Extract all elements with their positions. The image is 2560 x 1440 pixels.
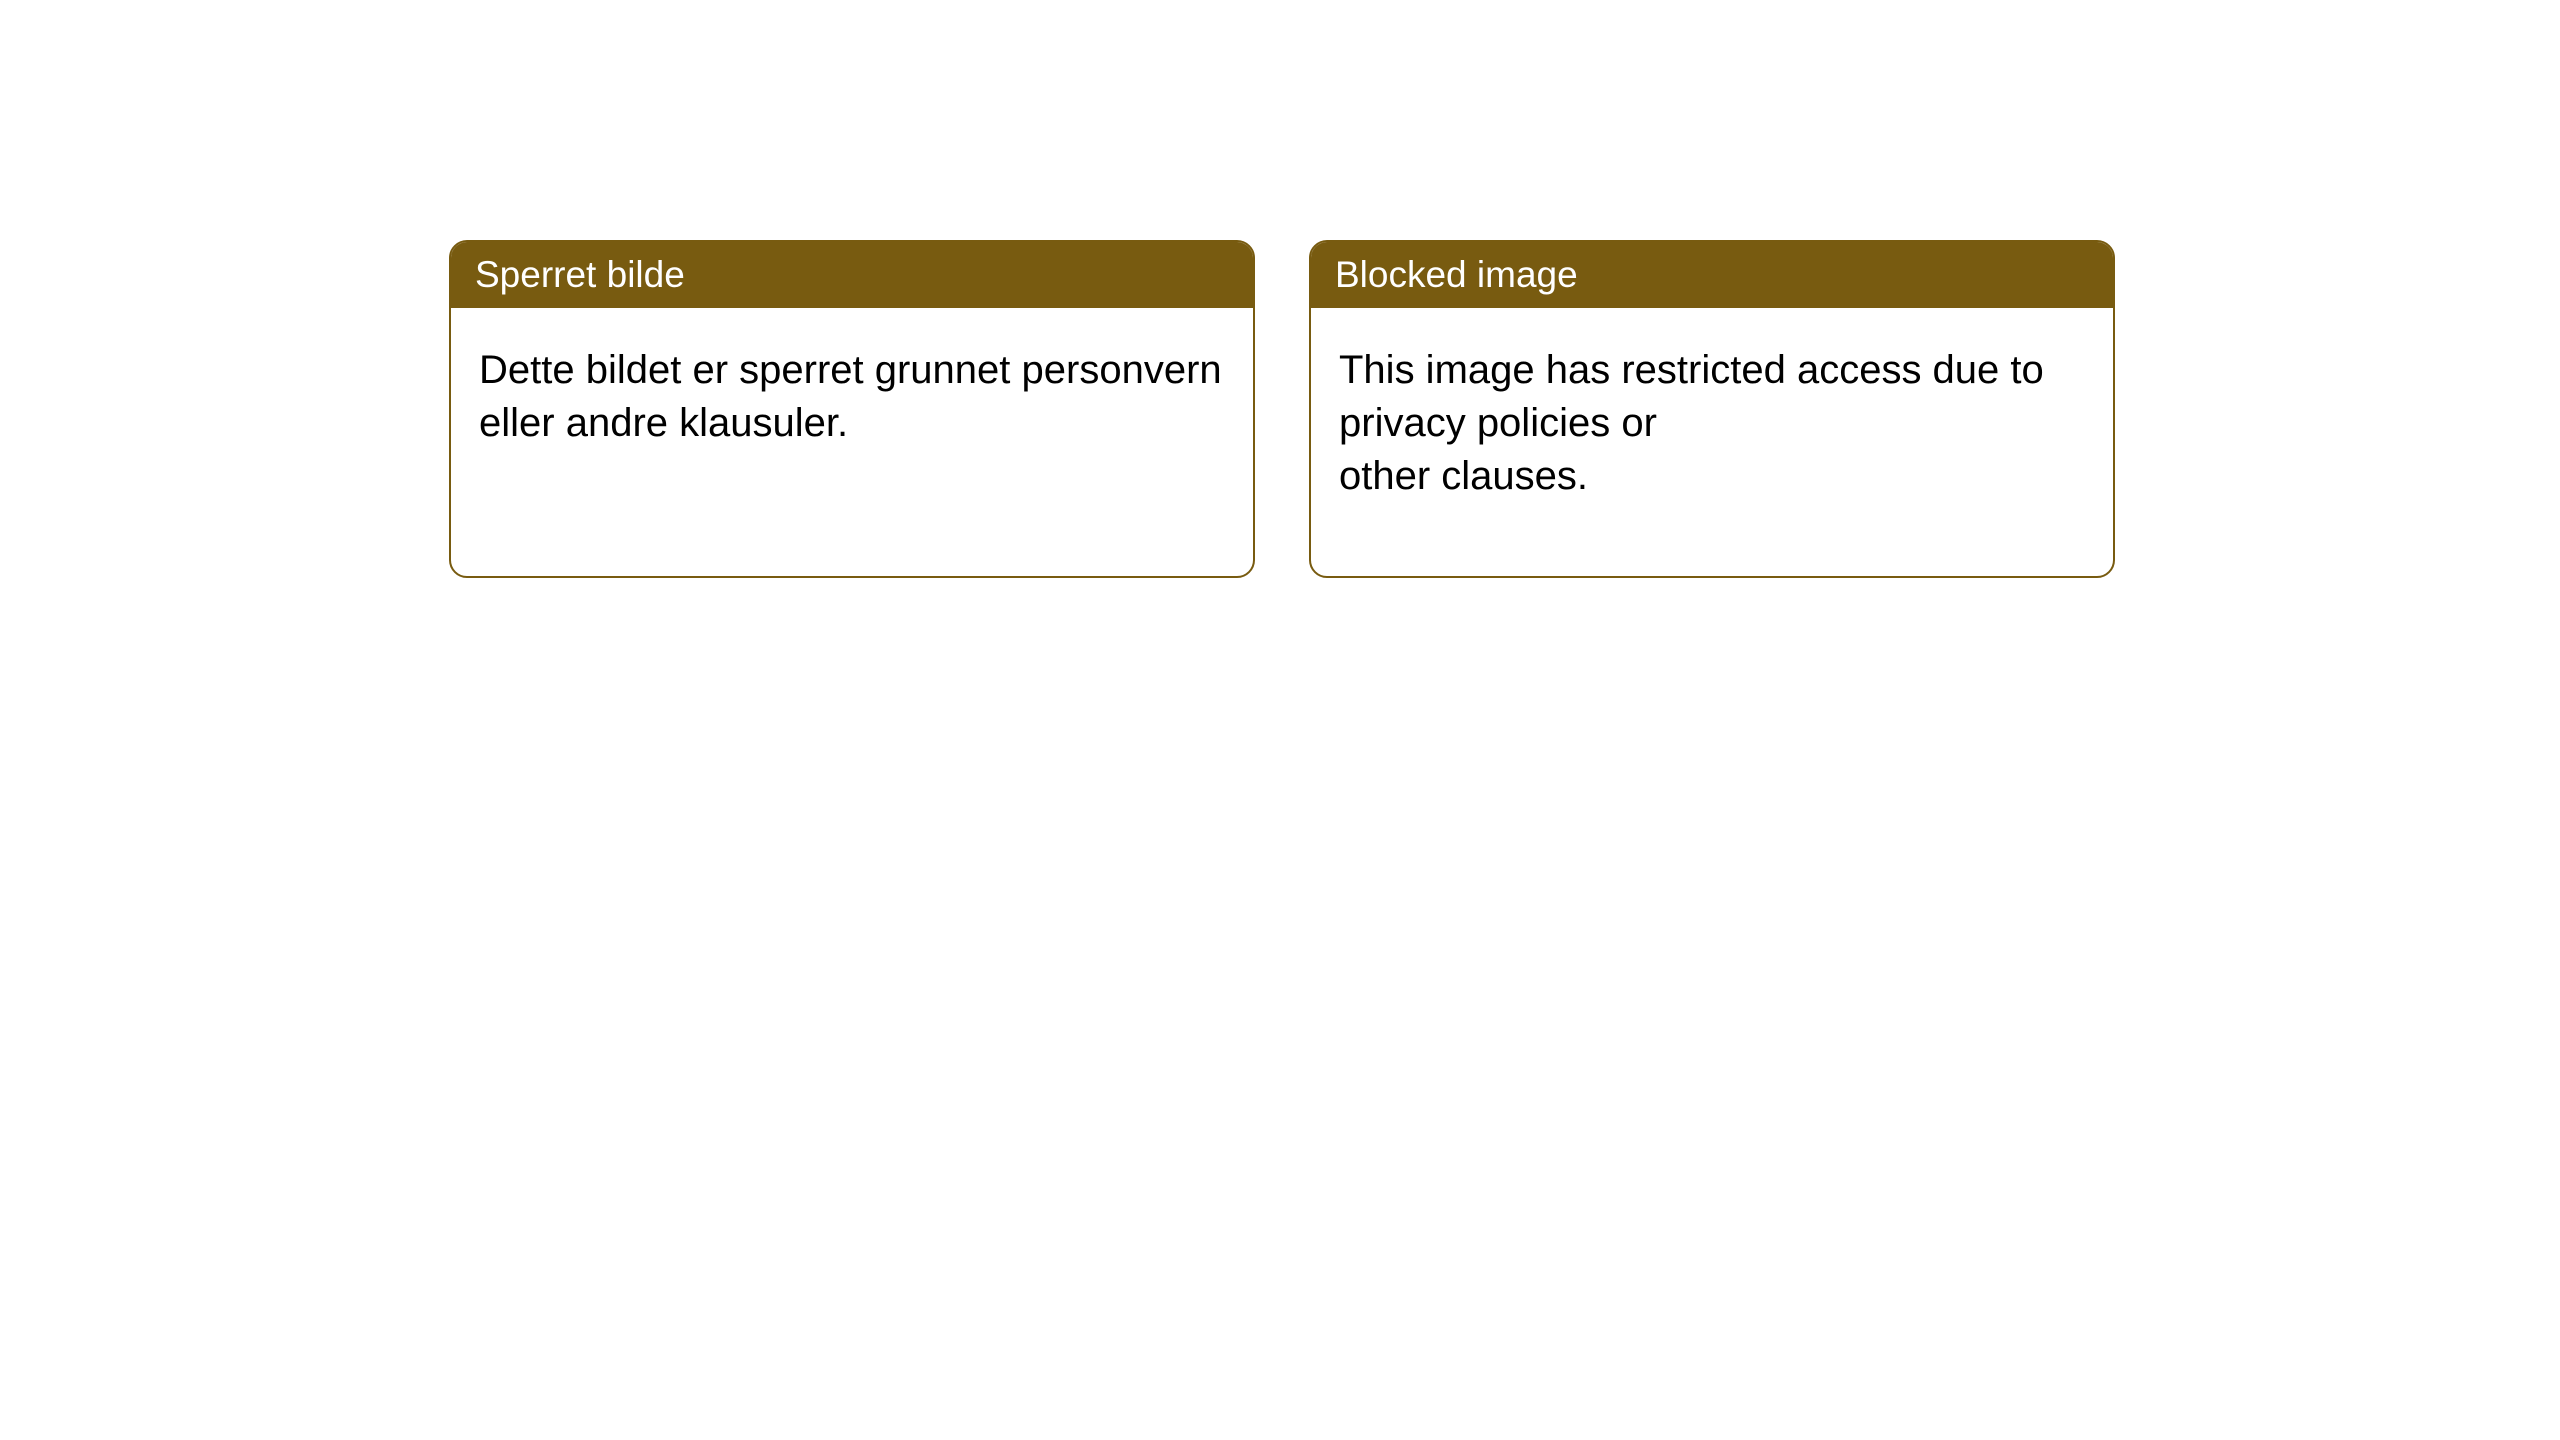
card-container: Sperret bilde Dette bildet er sperret gr…	[0, 0, 2560, 578]
notice-card-no: Sperret bilde Dette bildet er sperret gr…	[449, 240, 1255, 578]
notice-card-en: Blocked image This image has restricted …	[1309, 240, 2115, 578]
notice-card-body-no: Dette bildet er sperret grunnet personve…	[451, 308, 1253, 486]
notice-card-header-no: Sperret bilde	[451, 242, 1253, 308]
notice-card-header-en: Blocked image	[1311, 242, 2113, 308]
notice-card-body-en: This image has restricted access due to …	[1311, 308, 2113, 538]
